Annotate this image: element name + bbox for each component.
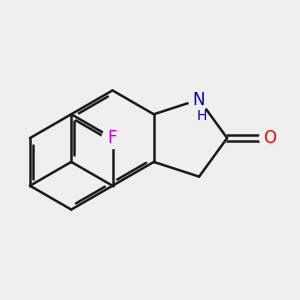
Text: F: F bbox=[108, 129, 117, 147]
Text: H: H bbox=[196, 109, 207, 123]
Circle shape bbox=[189, 89, 210, 110]
Circle shape bbox=[260, 128, 280, 148]
Circle shape bbox=[102, 128, 123, 148]
Text: O: O bbox=[263, 129, 277, 147]
Text: N: N bbox=[193, 91, 206, 109]
